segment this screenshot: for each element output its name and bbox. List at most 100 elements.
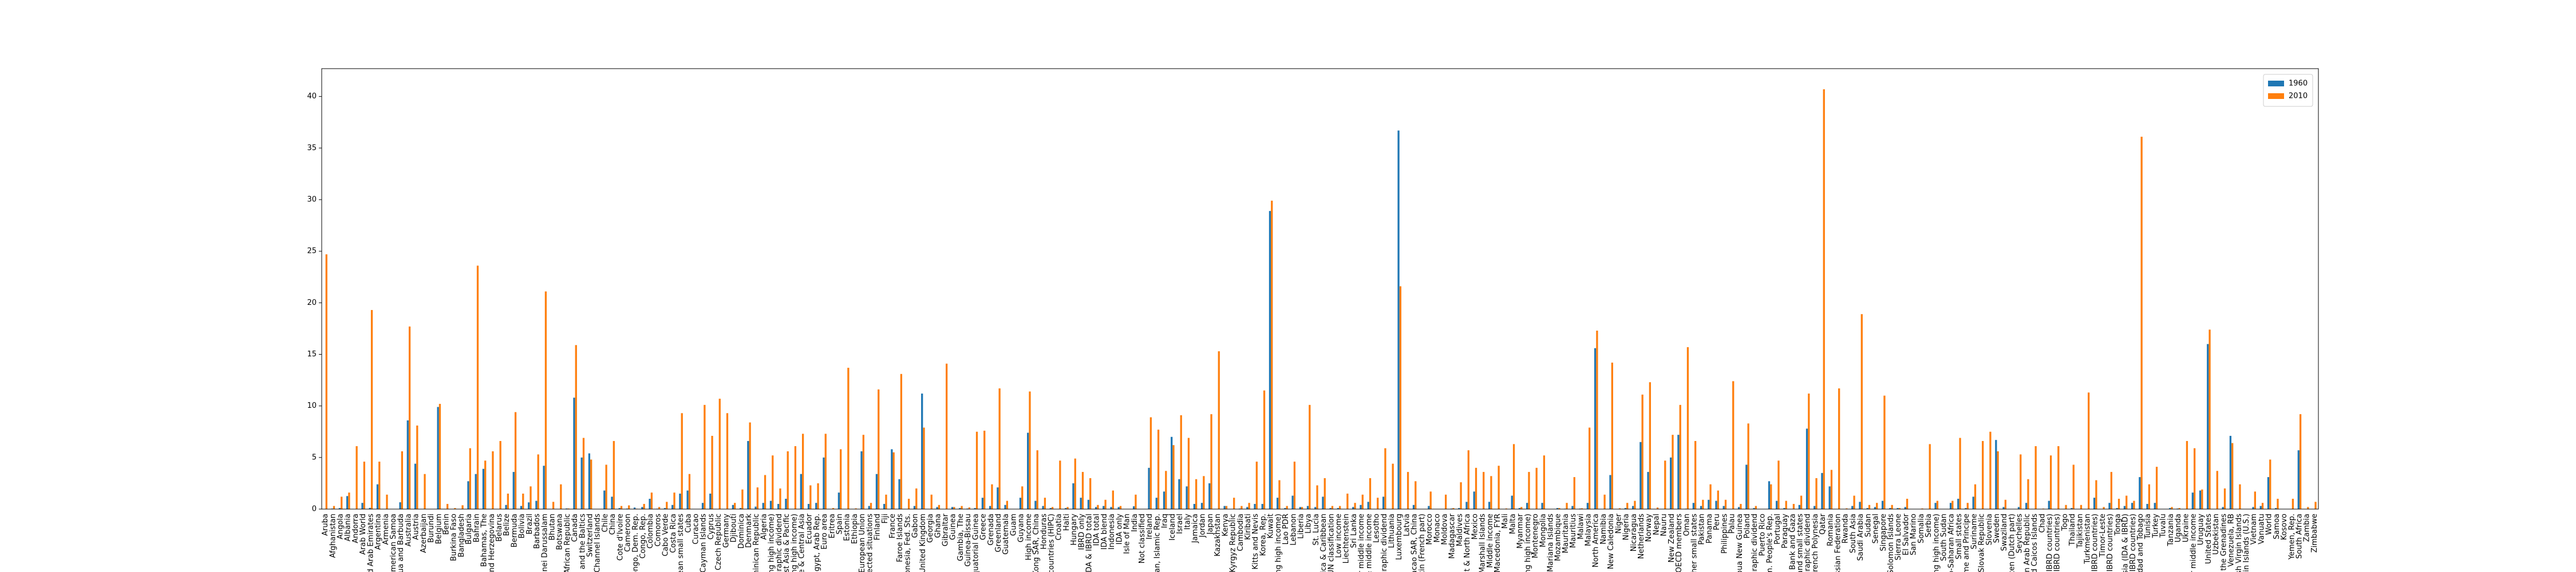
x-tick-label: Swaziland <box>2000 514 2009 551</box>
x-tick-label: Israel <box>1176 514 1184 534</box>
x-tick-label: Uruguay <box>2197 514 2206 546</box>
x-tick-label: Not classified <box>1138 514 1147 563</box>
bar <box>2065 505 2067 509</box>
bar <box>2199 490 2202 509</box>
bar <box>2186 440 2188 509</box>
bar <box>575 345 577 509</box>
bar <box>467 481 469 509</box>
bar <box>1065 508 1067 509</box>
bar <box>1277 498 1279 509</box>
x-tick-label: Croatia <box>1055 514 1064 541</box>
bar <box>1700 506 1702 509</box>
bar <box>1278 480 1281 509</box>
x-tick-label: Belgium <box>434 514 443 544</box>
x-tick-label: Kosovo <box>2280 514 2289 540</box>
x-tick-label: Burkina Faso <box>450 514 459 561</box>
x-tick-label: Latin America & the Caribbean (IDA & IBR… <box>2091 514 2100 572</box>
bar <box>2239 484 2241 509</box>
x-tick-label: Bolivia <box>518 514 527 538</box>
x-tick-label: Germany <box>722 514 730 548</box>
bar <box>860 451 863 509</box>
bar <box>1830 470 1833 509</box>
bar <box>2057 446 2060 509</box>
x-tick-label: Sub-Saharan Africa <box>1947 514 1956 572</box>
x-tick-label: Curacao <box>692 514 701 545</box>
bar <box>1316 485 1318 509</box>
bar <box>1004 505 1006 509</box>
x-tick-label: San Marino <box>1910 514 1918 555</box>
bar <box>1309 404 1311 509</box>
bar <box>512 472 515 509</box>
bar <box>1526 503 1528 509</box>
bar <box>1851 506 1854 509</box>
x-tick-label: Haiti <box>1062 514 1071 531</box>
bar <box>2155 467 2158 509</box>
bar <box>1155 498 1157 509</box>
bar <box>1246 507 1249 509</box>
x-tick-label: Benin <box>442 514 451 535</box>
x-tick-label: Virgin Islands (U.S.) <box>2242 514 2251 572</box>
bar <box>1049 508 1052 509</box>
bar <box>2201 489 2203 509</box>
x-tick-label: Cayman Islands <box>700 514 708 572</box>
bar <box>1081 472 1084 509</box>
bar <box>1301 507 1303 509</box>
x-tick-label: Lao PDR <box>1282 514 1290 545</box>
x-tick-label: Arab World <box>359 514 368 555</box>
x-tick-label: IDA blend <box>1100 514 1109 550</box>
x-tick-label: Estonia <box>843 514 852 541</box>
bar <box>739 508 742 509</box>
x-tick-label: Gabon <box>911 514 920 538</box>
bar <box>1776 500 1778 509</box>
x-tick-label: Turkey <box>2151 514 2160 539</box>
bar <box>476 265 479 509</box>
x-tick-label: Italy <box>1183 514 1192 530</box>
bar <box>885 494 887 509</box>
bar <box>1656 507 1659 509</box>
x-tick-label: Suriname <box>1970 514 1978 549</box>
x-tick-label: Saudi Arabia <box>1856 514 1865 561</box>
bar <box>983 430 986 509</box>
x-tick-label: Uzbekistan <box>2212 514 2221 555</box>
bar <box>1337 508 1340 509</box>
bar <box>1740 503 1742 509</box>
bar <box>1632 506 1634 509</box>
x-tick-label: Bahrain <box>472 514 481 542</box>
bar <box>603 490 606 509</box>
bar <box>681 413 683 509</box>
bar <box>1187 438 1190 509</box>
bar <box>447 503 449 509</box>
bar <box>1029 391 1031 509</box>
bar <box>2291 498 2294 509</box>
bar <box>2117 498 2120 509</box>
bar <box>1193 503 1195 509</box>
x-tick-label: Maldives <box>1456 514 1464 546</box>
x-tick-label: Belarus <box>495 514 504 542</box>
bar <box>1982 440 1984 509</box>
x-tick-label: Europe & Central Asia (excluding high in… <box>790 514 799 572</box>
bar <box>1889 508 1891 509</box>
x-tick-label: Solomon Islands <box>1887 514 1895 572</box>
y-tick-label: 5 <box>312 453 317 462</box>
bar <box>416 425 418 509</box>
bar <box>1027 432 1029 509</box>
x-tick-label: Cambodia <box>1236 514 1245 551</box>
x-tick-label: Fiji <box>881 514 890 523</box>
x-tick-label: Bhutan <box>548 514 556 541</box>
bar <box>1737 507 1740 509</box>
x-tick-label: American Samoa <box>389 514 398 572</box>
x-tick-label: Middle East & North Africa (IDA & IBRD c… <box>2106 514 2115 572</box>
bar <box>951 507 954 509</box>
bar <box>961 506 963 509</box>
x-tick-label: Sub-Saharan Africa (IDA & IBRD countries… <box>2129 514 2138 572</box>
x-tick-label: Turks and Caicos Islands <box>2030 514 2039 572</box>
bar <box>369 507 371 509</box>
bar <box>643 503 645 509</box>
bar <box>370 309 373 509</box>
bar <box>1465 502 1468 509</box>
x-tick-label: Denmark <box>745 514 753 548</box>
x-tick-label: Channel Islands <box>594 514 602 572</box>
bar <box>505 505 507 509</box>
bar <box>1520 507 1523 509</box>
x-tick-label: Kiribati <box>1244 514 1253 540</box>
